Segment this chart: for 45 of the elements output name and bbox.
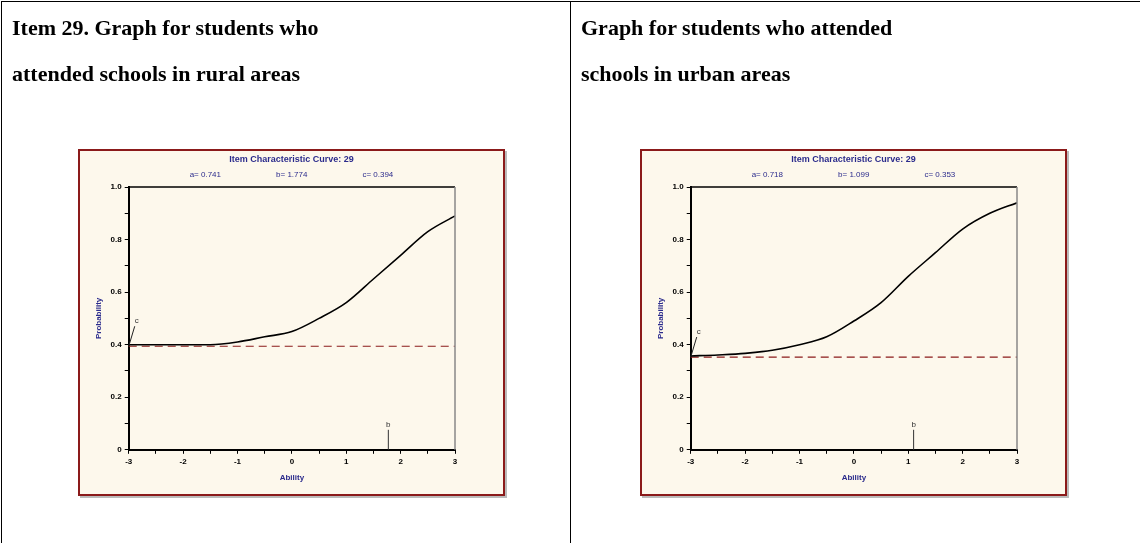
y-tick-label: 0.8 — [110, 234, 123, 244]
chart-subtitle: Item Characteristic Curve: 29 — [228, 154, 355, 164]
x-tick-label: 1 — [906, 456, 912, 466]
x-tick-label: -3 — [125, 456, 133, 466]
chart-subtitle: Item Characteristic Curve: 29 — [790, 154, 917, 164]
x-tick-label: 1 — [344, 456, 350, 466]
x-tick-label: 2 — [398, 456, 404, 466]
x-tick-label: -2 — [741, 456, 750, 466]
text: b= 1.774 — [276, 170, 308, 179]
ref-line-label: b — [386, 419, 392, 429]
x-tick-label: -1 — [233, 456, 242, 466]
annotation: c — [696, 327, 701, 337]
y-axis-title: Probability — [656, 297, 665, 340]
y-tick-label: 0 — [117, 445, 123, 454]
text: c= 0.353 — [924, 170, 956, 179]
annotation: c — [134, 316, 139, 326]
y-tick-label: 0.2 — [110, 392, 123, 402]
y-tick-label: 1.0 — [110, 182, 123, 192]
x-axis-title: Ability — [841, 473, 867, 483]
y-tick-label: 0.2 — [672, 392, 685, 402]
y-tick-label: 0.4 — [672, 339, 685, 349]
x-axis-title: Ability — [279, 473, 305, 483]
x-tick-label: -2 — [179, 456, 188, 466]
chart-title: Graph for students who attended schools in urban areas — [580, 14, 894, 88]
text: a= 0.741 — [189, 170, 222, 179]
y-tick-label: 0.6 — [110, 287, 123, 297]
x-tick-label: -1 — [795, 456, 804, 466]
x-tick-label: 2 — [960, 456, 966, 466]
text: b= 1.099 — [838, 170, 870, 179]
x-tick-label: 0 — [289, 456, 295, 466]
x-tick-label: 3 — [1014, 456, 1020, 466]
x-tick-label: 3 — [452, 456, 458, 466]
chart-title: Item 29. Graph for students who attended schools in rural areas — [11, 14, 320, 88]
y-axis-title: Probability — [94, 297, 103, 340]
x-tick-label: -3 — [687, 456, 695, 466]
text: a= 0.718 — [751, 170, 784, 179]
y-tick-label: 0.4 — [110, 339, 123, 349]
y-tick-label: 0.6 — [672, 287, 685, 297]
line-series — [690, 201, 1017, 357]
y-tick-label: 1.0 — [672, 182, 685, 192]
text: c= 0.394 — [362, 170, 394, 179]
x-tick-label: 0 — [851, 456, 857, 466]
y-tick-label: 0.8 — [672, 234, 685, 244]
y-tick-label: 0 — [679, 445, 685, 454]
ref-line-label: b — [911, 419, 917, 429]
